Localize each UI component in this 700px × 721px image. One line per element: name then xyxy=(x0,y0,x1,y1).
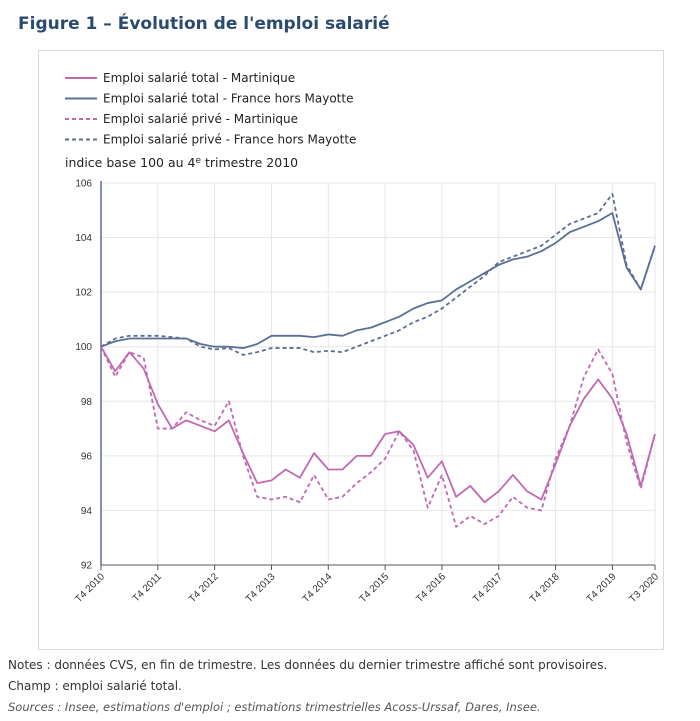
sources-line: Sources : Insee, estimations d'emploi ; … xyxy=(8,700,541,714)
legend-label-4: Emploi salarié privé - France hors Mayot… xyxy=(103,133,356,147)
legend-label-3: Emploi salarié privé - Martinique xyxy=(103,112,298,126)
x-tick-label: T4 2017 xyxy=(471,571,505,605)
y-axis-label-end: trimestre 2010 xyxy=(201,155,298,170)
line-chart: Emploi salarié total - Martinique Emploi … xyxy=(65,71,661,606)
y-axis-label: indice base 100 au 4e trimestre 2010 xyxy=(65,155,298,170)
x-tick-label: T3 2020 xyxy=(627,571,661,605)
x-tick-label: T4 2015 xyxy=(357,571,391,605)
chart-container: Emploi salarié total - Martinique Emploi … xyxy=(38,50,664,650)
legend-label-2: Emploi salarié total - France hors Mayot… xyxy=(103,92,353,106)
series-line-1 xyxy=(100,346,656,504)
x-tick-label: T4 2019 xyxy=(585,571,619,605)
y-tick-label: 98 xyxy=(81,397,93,408)
x-tick-label: T4 2014 xyxy=(301,571,335,605)
y-axis-label-main: indice base 100 au 4 xyxy=(65,155,195,170)
y-tick-label: 96 xyxy=(81,451,93,462)
y-tick-label: 92 xyxy=(81,561,93,572)
x-tick-label: T4 2018 xyxy=(528,571,562,605)
y-tick-label: 104 xyxy=(75,233,92,244)
gridlines xyxy=(100,182,656,566)
y-tick-label: 100 xyxy=(75,342,92,353)
y-tick-label: 102 xyxy=(75,288,92,299)
y-tick-label: 106 xyxy=(75,179,92,190)
series-line-3 xyxy=(100,346,656,528)
x-tick-label: T4 2013 xyxy=(244,571,278,605)
champ-line: Champ : emploi salarié total. xyxy=(8,679,182,693)
series-line-2 xyxy=(100,212,656,349)
notes-block: Notes : données CVS, en fin de trimestre… xyxy=(8,655,698,718)
x-tick-label: T4 2010 xyxy=(73,571,107,605)
series-group xyxy=(100,193,656,528)
x-tick-label: T4 2011 xyxy=(131,571,165,605)
series-line-4 xyxy=(100,193,656,356)
y-tick-label: 94 xyxy=(81,506,93,517)
legend-label-1: Emploi salarié total - Martinique xyxy=(103,71,295,85)
x-tick-label: T4 2012 xyxy=(187,571,221,605)
figure-title: Figure 1 – Évolution de l'emploi salarié xyxy=(18,14,390,34)
y-axis-label-sup: e xyxy=(195,156,201,166)
notes-line: Notes : données CVS, en fin de trimestre… xyxy=(8,658,608,672)
axes: 92 94 96 98 100 102 104 106 T4 2010 T4 2011 T4 201… xyxy=(73,179,661,606)
x-tick-label: T4 2016 xyxy=(414,571,448,605)
chart-legend: Emploi salarié total - Martinique Emploi … xyxy=(65,71,356,147)
